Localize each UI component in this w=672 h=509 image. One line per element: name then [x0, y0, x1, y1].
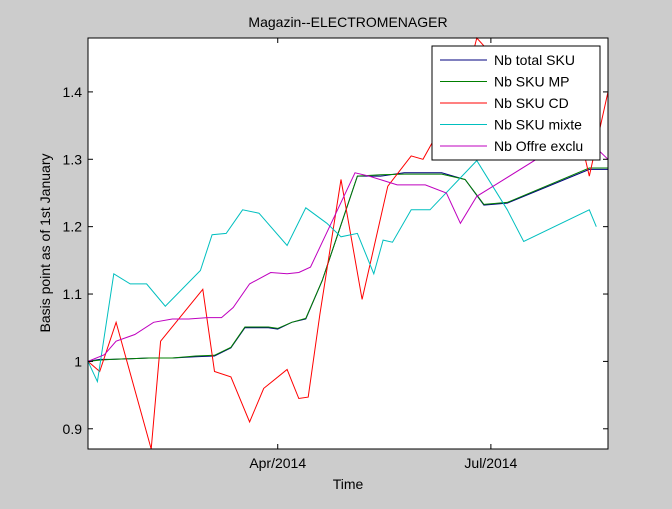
- tick-layer: 0.9 1 1.1 1.2 1.3 1.4 Apr/2014 Jul/2014: [63, 38, 608, 471]
- y-tick-label: 1.3: [63, 151, 83, 167]
- x-axis-label: Time: [333, 476, 364, 492]
- legend-label-1: Nb total SKU: [494, 52, 575, 68]
- y-axis-label: Basis point as of 1st January: [37, 154, 53, 333]
- plot-frame: [87, 37, 609, 450]
- y-tick-label: 1: [74, 353, 82, 369]
- series-line-2: [87, 167, 608, 362]
- series-line-5: [87, 138, 609, 362]
- chart-title: Magazin--ELECTROMENAGER: [248, 14, 447, 30]
- legend-label-4: Nb SKU mixte: [494, 117, 582, 133]
- y-tick-label: 1.2: [63, 219, 83, 235]
- y-tick-label: 0.9: [63, 421, 83, 437]
- y-tick-label: 1.1: [63, 286, 83, 302]
- legend-label-2: Nb SKU MP: [494, 74, 569, 90]
- series-line-4: [87, 159, 597, 384]
- legend-label-5: Nb Offre exclu: [494, 138, 583, 154]
- x-tick-label: Jul/2014: [464, 455, 517, 471]
- x-tick-label: Apr/2014: [249, 455, 306, 471]
- legend: Nb total SKU Nb SKU MP Nb SKU CD Nb SKU mix…: [431, 45, 601, 161]
- legend-label-3: Nb SKU CD: [494, 95, 569, 111]
- y-tick-label: 1.4: [63, 84, 83, 100]
